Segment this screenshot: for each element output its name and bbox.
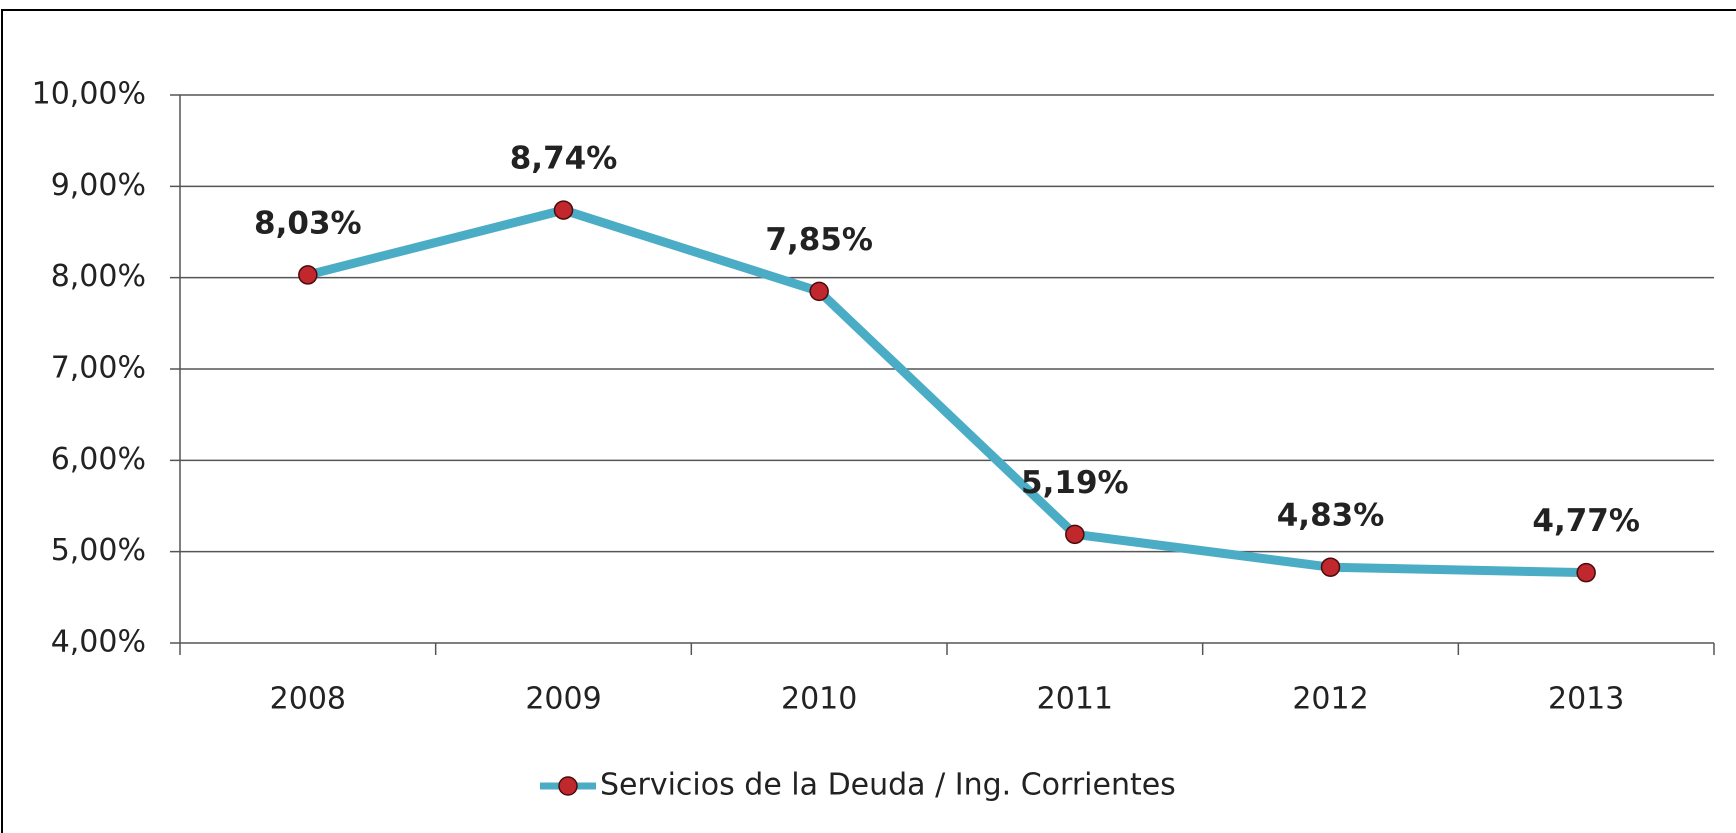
- legend-label: Servicios de la Deuda / Ing. Corrientes: [600, 768, 1176, 803]
- series-line: [306, 205, 1587, 578]
- data-label: 8,74%: [510, 141, 618, 177]
- x-tick-label: 2013: [1548, 682, 1624, 717]
- x-tick-label: 2011: [1037, 682, 1113, 717]
- data-point: [1065, 524, 1085, 545]
- x-tick-label: 2008: [270, 682, 346, 717]
- data-point: [1576, 562, 1596, 583]
- y-tick-label: 8,00%: [51, 259, 146, 294]
- y-tick-label: 7,00%: [51, 351, 146, 386]
- data-label: 4,83%: [1277, 498, 1385, 534]
- legend-marker: [558, 776, 578, 796]
- data-point: [553, 200, 574, 220]
- x-tick-label: 2012: [1292, 682, 1368, 717]
- x-tick-label: 2010: [781, 682, 857, 717]
- data-point: [809, 281, 829, 302]
- data-label: 8,03%: [254, 205, 362, 241]
- y-tick-label: 6,00%: [51, 442, 146, 477]
- data-label: 4,77%: [1532, 503, 1640, 539]
- x-tick-label: 2009: [525, 682, 601, 717]
- data-label: 5,19%: [1021, 465, 1129, 501]
- y-tick-label: 5,00%: [51, 533, 146, 568]
- chart-frame: [1, 9, 1736, 833]
- data-point: [298, 265, 318, 285]
- y-tick-label: 9,00%: [51, 168, 146, 203]
- y-tick-label: 10,00%: [32, 77, 146, 112]
- data-point: [1320, 557, 1341, 577]
- y-tick-label: 4,00%: [51, 625, 146, 660]
- data-label: 7,85%: [765, 222, 873, 258]
